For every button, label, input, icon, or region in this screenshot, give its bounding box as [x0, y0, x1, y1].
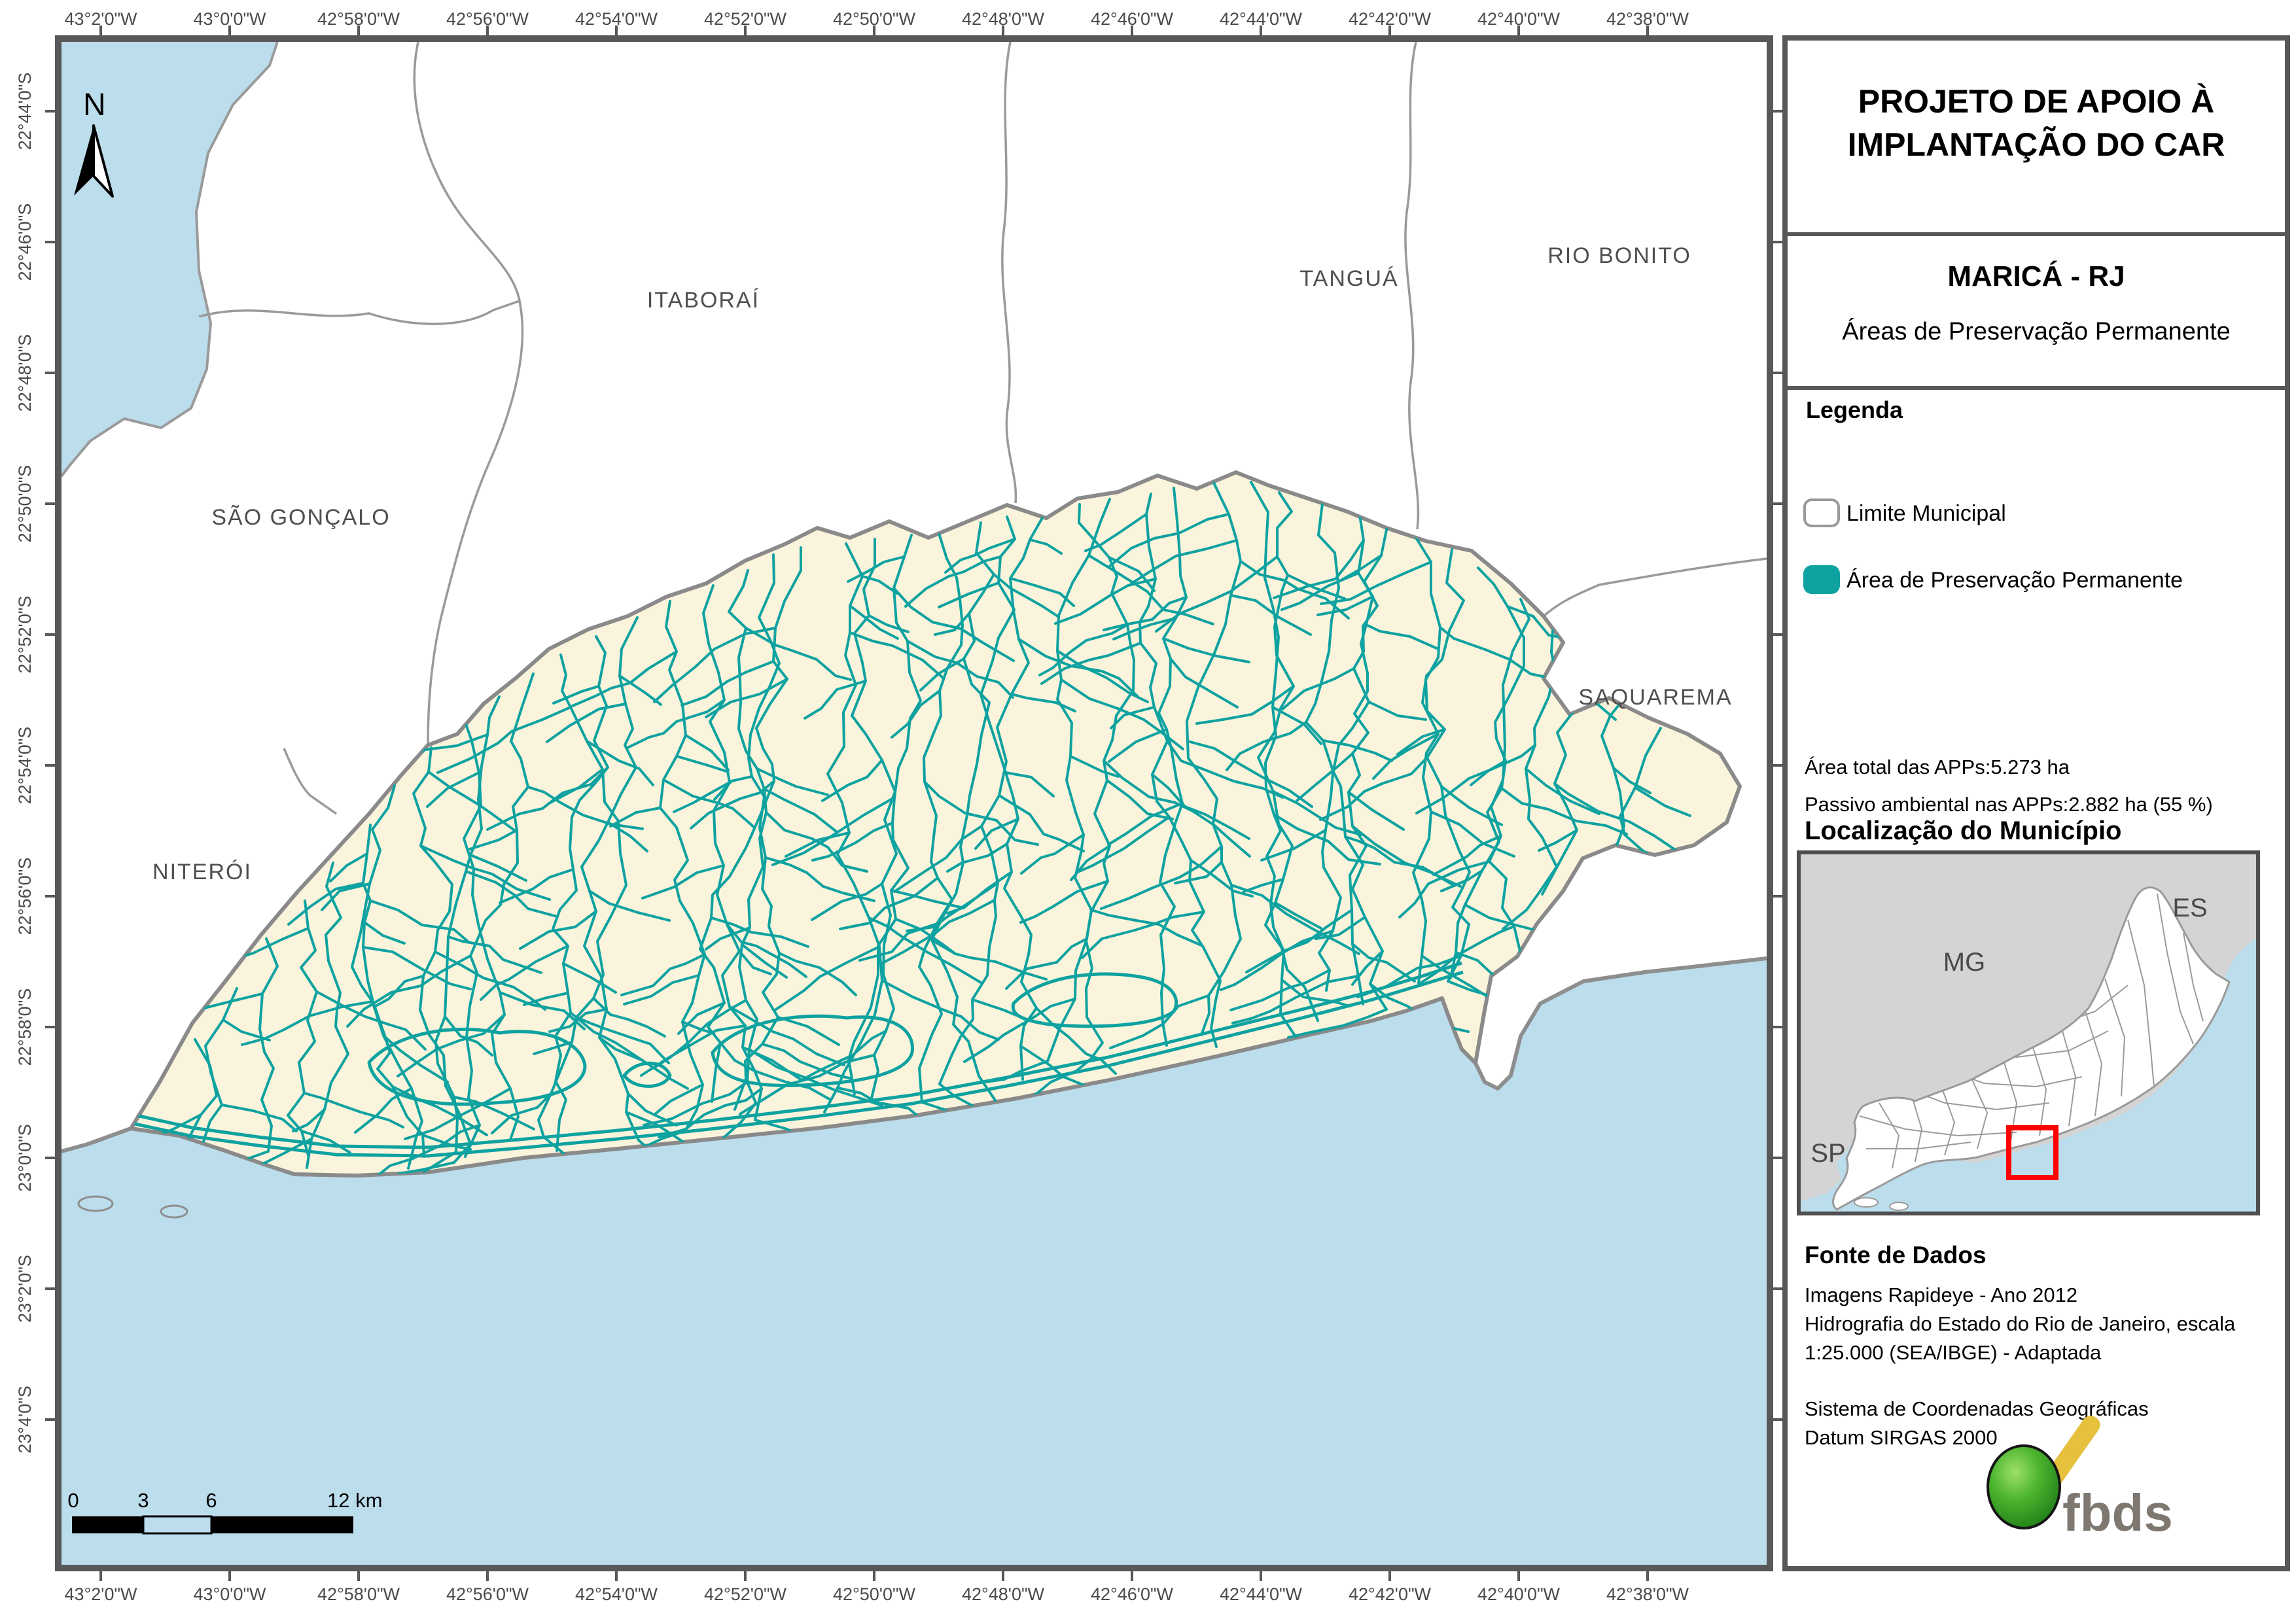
axis-label-lat: 22°56'0"S — [15, 857, 35, 935]
info-panel: PROJETO DE APOIO À IMPLANTAÇÃO DO CAR MA… — [1782, 35, 2290, 1571]
axis-label-lon: 42°58'0"W — [317, 1584, 400, 1604]
divider — [1788, 386, 2285, 390]
axis-label-lon: 42°56'0"W — [446, 1584, 529, 1604]
axis-label-lon: 42°54'0"W — [574, 1584, 658, 1604]
axis-label-lon: 42°42'0"W — [1348, 1584, 1432, 1604]
map-labels: SÃO GONÇALO ITABORAÍ TANGUÁ RIO BONITO S… — [152, 243, 1732, 884]
app-coastal-lines — [133, 961, 1464, 1158]
svg-text:3: 3 — [137, 1489, 149, 1512]
main-map: N SÃO GONÇALO ITABORAÍ TANGUÁ RIO BONITO… — [62, 42, 1767, 1565]
inset-ocean — [1801, 938, 2256, 1212]
axis-label-lon: 42°38'0"W — [1606, 1584, 1689, 1604]
axis-label-lat: 22°52'0"S — [15, 595, 35, 674]
svg-text:NITERÓI: NITERÓI — [152, 860, 252, 884]
axis-label-lat: 22°48'0"S — [15, 334, 35, 412]
svg-text:RIO BONITO: RIO BONITO — [1547, 243, 1691, 268]
crs-line: Datum SIRGAS 2000 — [1805, 1426, 1998, 1449]
svg-text:6: 6 — [205, 1489, 217, 1512]
legend-swatch-limite — [1803, 498, 1840, 527]
axis-label-lat: 22°58'0"S — [15, 988, 35, 1066]
legend-heading: Legenda — [1806, 396, 1903, 423]
axis-label-lon: 43°2'0"W — [64, 1584, 137, 1604]
fbds-logo: fbds — [1987, 1416, 2173, 1542]
axis-label-lat: 22°46'0"S — [15, 203, 35, 281]
axis-label-lat: 23°0'0"S — [15, 1124, 35, 1192]
source-line: 1:25.000 (SEA/IBGE) - Adaptada — [1805, 1341, 2102, 1364]
inset-label-sp: SP — [1810, 1139, 1845, 1168]
logo-text: fbds — [2062, 1484, 2173, 1542]
axis-label-lon: 42°40'0"W — [1477, 1584, 1561, 1604]
ocean — [62, 958, 1767, 1565]
municipality-name: MARICÁ - RJ — [1947, 260, 2125, 292]
svg-text:ITABORAÍ: ITABORAÍ — [647, 288, 760, 313]
logo-green-sphere — [1987, 1444, 2061, 1529]
legend-label: Limite Municipal — [1846, 501, 2006, 526]
svg-text:TANGUÁ: TANGUÁ — [1299, 266, 1398, 291]
app-river-network — [131, 481, 1691, 1176]
svg-text:12 km: 12 km — [327, 1489, 382, 1512]
inset-rj-state — [1832, 886, 2231, 1211]
axis-label-lon: 42°50'0"W — [832, 1584, 916, 1604]
municipal-boundaries — [198, 42, 1767, 815]
map-theme: Áreas de Preservação Permanente — [1842, 318, 2231, 345]
axis-label-lon: 42°48'0"W — [961, 1584, 1045, 1604]
app-total-area: Área total das APPs:5.273 ha — [1805, 756, 2070, 778]
app-liability: Passivo ambiental nas APPs:2.882 ha (55 … — [1805, 793, 2213, 816]
svg-text:SÃO GONÇALO: SÃO GONÇALO — [211, 505, 390, 530]
svg-text:SAQUAREMA: SAQUAREMA — [1578, 685, 1732, 710]
location-inset-map: MG ES SP — [1797, 850, 2260, 1215]
axis-label-lon: 43°0'0"W — [193, 1584, 266, 1604]
svg-text:0: 0 — [67, 1489, 79, 1512]
north-arrow-icon: N — [74, 88, 114, 198]
axis-label-lat: 23°2'0"S — [15, 1255, 35, 1323]
axis-label-lon: 42°52'0"W — [703, 1584, 787, 1604]
inset-label-mg: MG — [1943, 948, 1985, 977]
source-line: Hidrografia do Estado do Rio de Janeiro,… — [1805, 1312, 2236, 1335]
inset-highlight-marica — [2006, 1125, 2058, 1180]
inset-label-es: ES — [2172, 894, 2207, 922]
island — [160, 1204, 188, 1219]
divider — [1788, 232, 2285, 236]
bay-coastline — [62, 42, 279, 478]
source-line: Imagens Rapideye - Ano 2012 — [1805, 1283, 2078, 1306]
axis-label-lat: 22°50'0"S — [15, 464, 35, 543]
axis-label-lat: 23°4'0"S — [15, 1386, 35, 1454]
axis-label-lon: 42°44'0"W — [1219, 1584, 1303, 1604]
title-line1: PROJETO DE APOIO À — [1858, 83, 2215, 120]
axis-label-lat: 22°54'0"S — [15, 726, 35, 805]
island — [77, 1195, 114, 1212]
axis-label-lat: 22°44'0"S — [15, 72, 35, 150]
legend-swatch-app — [1803, 565, 1840, 594]
source-heading: Fonte de Dados — [1805, 1242, 1987, 1268]
bay-water — [62, 42, 277, 476]
axis-label-lon: 42°46'0"W — [1090, 1584, 1174, 1604]
north-letter: N — [83, 88, 106, 122]
title-line2: IMPLANTAÇÃO DO CAR — [1847, 126, 2225, 163]
location-heading: Localização do Município — [1805, 816, 2122, 845]
legend-label: Área de Preservação Permanente — [1846, 568, 2183, 593]
sheet-title: PROJETO DE APOIO À IMPLANTAÇÃO DO CAR — [1788, 80, 2285, 166]
scale-bar: 0 3 6 12 km — [67, 1489, 382, 1535]
